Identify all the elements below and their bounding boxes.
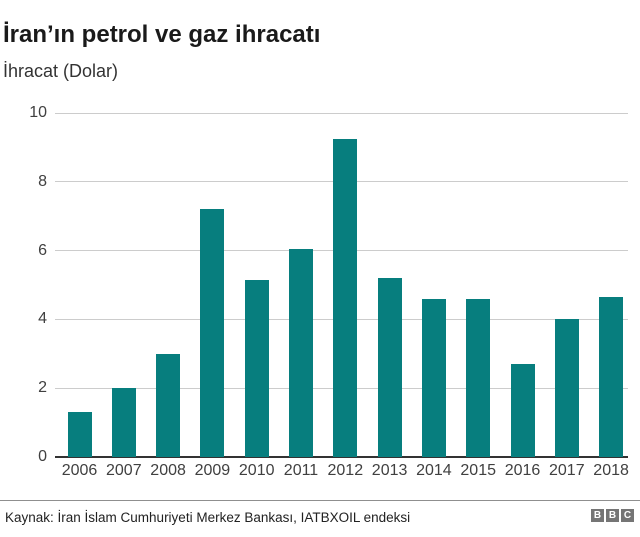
x-tick-label-2018: 2018	[593, 462, 629, 479]
x-tick-label-2013: 2013	[371, 462, 408, 479]
x-tick-label-2016: 2016	[504, 462, 541, 479]
bar-2015	[466, 298, 491, 457]
x-tick-label-2011: 2011	[283, 462, 319, 479]
bar-2014	[421, 298, 446, 457]
y-tick-label-4: 4	[38, 310, 47, 328]
bar-2010	[244, 279, 269, 457]
y-tick-label-2: 2	[38, 379, 47, 397]
bar-2016	[510, 364, 535, 457]
bar-2018	[599, 297, 624, 457]
bbc-logo-letter-3: C	[621, 509, 634, 522]
bar-2013	[377, 278, 402, 457]
source-attribution: Kaynak: İran İslam Cumhuriyeti Merkez Ba…	[5, 510, 411, 525]
x-tick-label-2007: 2007	[106, 462, 142, 479]
x-tick-label-2008: 2008	[150, 462, 186, 479]
y-tick-label-6: 6	[38, 241, 47, 259]
x-tick-label-2017: 2017	[549, 462, 585, 479]
chart-subtitle: İhracat (Dolar)	[3, 61, 119, 81]
x-tick-label-2014: 2014	[416, 462, 452, 479]
x-tick-label-2006: 2006	[61, 462, 98, 479]
bar-2017	[554, 319, 579, 457]
bbc-logo-letter-2: B	[606, 509, 619, 522]
bar-2011	[289, 248, 313, 457]
bar-2012	[333, 138, 358, 457]
y-tick-label-0: 0	[38, 448, 47, 465]
bar-2006	[67, 412, 92, 457]
bar-2009	[200, 209, 225, 457]
x-axis-line	[55, 456, 628, 458]
bbc-logo-letter-1: B	[591, 509, 604, 522]
y-tick-label-8: 8	[38, 172, 47, 190]
x-tick-label-2010: 2010	[238, 462, 275, 479]
x-tick-label-2009: 2009	[194, 462, 231, 479]
x-tick-label-2012: 2012	[327, 462, 364, 479]
chart-title: İran’ın petrol ve gaz ihracatı	[3, 21, 321, 48]
gridline-10	[55, 112, 628, 114]
plot-area	[55, 112, 628, 458]
footer: Kaynak: İran İslam Cumhuriyeti Merkez Ba…	[0, 500, 640, 537]
bar-2007	[111, 388, 136, 457]
x-tick-label-2015: 2015	[460, 462, 496, 479]
y-tick-label-10: 10	[29, 104, 47, 121]
bar-2008	[156, 353, 181, 457]
